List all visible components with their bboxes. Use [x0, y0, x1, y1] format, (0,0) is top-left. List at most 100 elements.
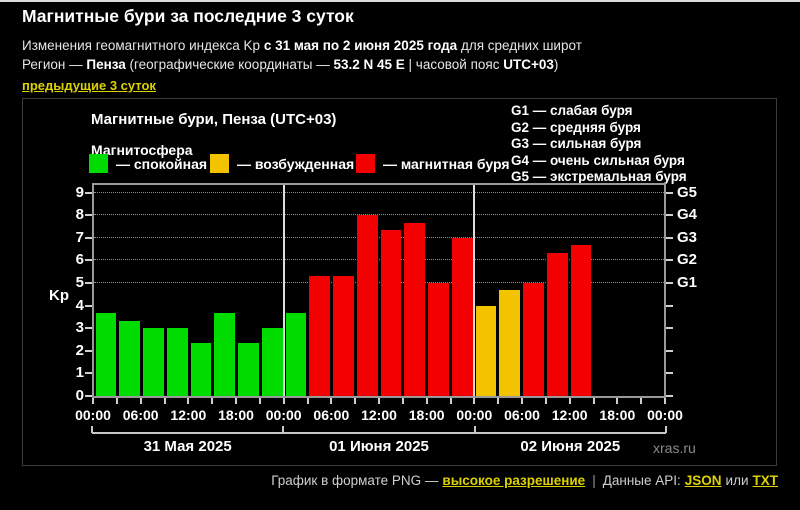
y-tick-right [666, 214, 673, 217]
y-tick-left [85, 259, 92, 262]
region-mid: (географические координаты — [125, 57, 334, 72]
region-close: ) [553, 57, 559, 72]
time-label: 18:00 [408, 407, 445, 423]
time-label: 00:00 [456, 407, 493, 423]
gridline-kp5 [94, 282, 664, 283]
region-prefix: Регион — [22, 57, 87, 72]
y-tick-right [666, 236, 673, 239]
day-bracket-tick [473, 426, 476, 433]
y-tick-left [85, 327, 92, 330]
time-label: 18:00 [599, 407, 636, 423]
time-label: 18:00 [218, 407, 254, 423]
kp-bar [238, 343, 259, 396]
kp-bar [546, 252, 568, 396]
footer-or-text: или [725, 473, 749, 488]
footer-graph-text: График в формате PNG — [271, 473, 439, 488]
y-tick-left [85, 214, 92, 217]
kp-bar [285, 313, 307, 396]
kp-bar [261, 328, 283, 396]
legend-item-excited: — возбужденная [210, 154, 354, 173]
x-minor-tick [616, 398, 619, 404]
kp-bar [428, 283, 449, 396]
gridline-kp6 [94, 259, 664, 261]
subtitle: Изменения геомагнитного индекса Kp с 31 … [22, 38, 582, 53]
y-tick-left [85, 349, 92, 352]
y-tick-right [666, 395, 673, 397]
x-minor-tick [306, 398, 309, 404]
g-level-label-G3: G3 [677, 228, 698, 246]
y-tick-label: 3 [75, 319, 84, 337]
g-legend-line-5: G5 — экстремальная буря [511, 169, 687, 184]
y-tick-left [85, 236, 92, 239]
previous-3-days-link[interactable]: предыдущие 3 суток [22, 78, 156, 93]
y-tick-right [666, 304, 673, 307]
g-legend-line-1: G1 — слабая буря [511, 103, 633, 118]
footer: График в формате PNG — высокое разрешение… [271, 473, 778, 488]
time-label: 12:00 [361, 407, 397, 423]
json-link[interactable]: JSON [684, 473, 722, 488]
plot-area [92, 183, 666, 398]
time-label: 06:00 [122, 407, 159, 423]
chart-container: Магнитные бури, Пенза (UTC+03) Магнитосф… [22, 98, 777, 466]
kp-bar [380, 230, 402, 396]
kp-bar [166, 328, 188, 396]
y-tick-right [666, 282, 673, 284]
x-minor-tick [592, 398, 595, 404]
y-tick-label: 0 [75, 387, 84, 404]
txt-link[interactable]: TXT [752, 473, 779, 488]
y-tick-label: 6 [75, 251, 84, 269]
x-minor-tick [187, 398, 190, 404]
y-tick-left [85, 395, 92, 397]
region-line: Регион — Пенза (географические координат… [22, 57, 558, 72]
y-tick-left [85, 191, 92, 194]
kp-bar [214, 313, 235, 396]
kp-bar [404, 222, 425, 396]
gridline-kp7 [94, 236, 664, 238]
time-label: 06:00 [313, 407, 350, 423]
day-bracket-tick [665, 426, 667, 433]
x-minor-tick [401, 398, 404, 404]
high-resolution-link[interactable]: высокое разрешение [442, 473, 586, 488]
y-tick-label: 7 [75, 228, 84, 246]
y-tick-right [666, 259, 673, 262]
time-label: 12:00 [170, 407, 207, 423]
day-separator [283, 185, 285, 396]
y-tick-right [666, 372, 673, 375]
y-tick-right [666, 191, 673, 194]
kp-bar [523, 283, 544, 396]
region-coordinates: 53.2 N 45 E [333, 57, 405, 72]
subtitle-prefix: Изменения геомагнитного индекса Kp [22, 38, 264, 53]
y-tick-left [85, 304, 92, 307]
g-level-label-G2: G2 [677, 251, 698, 269]
x-minor-tick [425, 398, 428, 404]
g-legend-line-3: G3 — сильная буря [511, 136, 642, 151]
x-minor-tick [568, 398, 571, 404]
region-separator: | часовой пояс [404, 57, 504, 72]
y-tick-label: 9 [75, 183, 84, 201]
excited-swatch [210, 154, 229, 173]
gridline-kp8 [94, 214, 664, 216]
day-separator [473, 185, 475, 396]
legend-label: — магнитная буря [383, 155, 510, 172]
kp-bar [451, 237, 473, 396]
y-tick-left [85, 282, 92, 284]
kp-bar [356, 215, 378, 396]
kp-bar [190, 343, 212, 396]
x-minor-tick [282, 398, 285, 404]
g-level-label-G1: G1 [677, 274, 698, 291]
x-minor-tick [449, 398, 452, 404]
x-minor-tick [473, 398, 476, 404]
x-minor-tick [211, 398, 214, 404]
x-minor-tick [92, 398, 94, 404]
subtitle-suffix: для средних широт [457, 38, 582, 53]
legend-item-quiet: — спокойная [89, 154, 207, 173]
g-legend-line-4: G4 — очень сильная буря [511, 152, 685, 168]
watermark: xras.ru [653, 440, 696, 456]
kp-bar [309, 275, 330, 396]
x-minor-tick [640, 398, 643, 404]
quiet-swatch [89, 154, 108, 173]
y-tick-label: 4 [75, 296, 84, 314]
kp-bar [570, 245, 592, 396]
x-minor-tick [521, 398, 523, 404]
y-tick-label: 1 [75, 364, 84, 382]
